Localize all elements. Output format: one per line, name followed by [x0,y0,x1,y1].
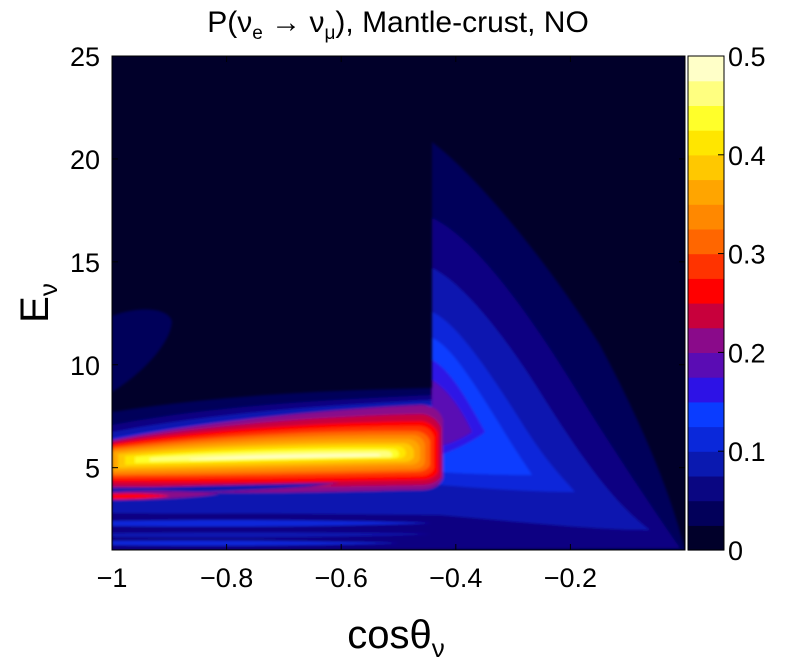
y-tick-label: 10 [70,351,100,381]
contour-fringe-6 [112,540,400,546]
colorbar-tick-label: 0.5 [728,42,766,72]
contour-fringe-3 [112,507,400,514]
colorbar-level [688,352,724,378]
colorbar-level [688,377,724,403]
colorbar-tick-label: 0.2 [728,338,766,368]
contour-fringe-5 [112,532,432,538]
x-tick-label: −0.4 [429,563,482,593]
colorbar-level [688,303,724,329]
y-tick-label: 20 [70,145,100,175]
y-tick-label: 15 [70,248,100,278]
colorbar-level [688,426,724,452]
colorbar-level [688,475,724,502]
x-axis: −1 −0.8 −0.6 −0.4 −0.2 [97,56,597,593]
x-tick-label: −0.6 [315,563,368,593]
y-axis-label: Eν [13,283,63,323]
x-tick-label: −0.2 [544,563,597,593]
colorbar-level [688,130,724,156]
chart-title: P(νe → νμ), Mantle-crust, NO [207,6,589,44]
colorbar-level [688,56,724,82]
contour-fringe-4 [112,519,432,527]
colorbar-level [688,253,724,279]
y-tick-label: 5 [85,454,100,484]
y-axis: 5 10 15 20 25 [70,42,685,484]
y-tick-label: 25 [70,42,100,72]
colorbar-level [688,401,724,428]
colorbar-level [688,80,724,106]
contour-fringe-2 [112,493,170,499]
colorbar-level [688,278,724,304]
colorbar [688,56,724,551]
colorbar-level [688,179,724,205]
colorbar-level [688,327,724,353]
colorbar-ticks: 0 0.1 0.2 0.3 0.4 0.5 [718,42,766,566]
colorbar-level [688,105,724,131]
colorbar-level [688,228,724,255]
colorbar-level [688,204,724,230]
colorbar-tick-label: 0.1 [728,437,766,467]
contour-field [112,142,685,550]
colorbar-tick-label: 0 [728,536,743,566]
colorbar-tick-label: 0.4 [728,141,766,171]
x-tick-label: −0.8 [200,563,253,593]
x-tick-label: −1 [97,563,128,593]
colorbar-level [688,154,724,181]
x-axis-label: cosθν [347,613,445,663]
colorbar-level [688,451,724,477]
colorbar-level [688,525,724,551]
contour-band-11 [190,454,381,460]
colorbar-frame [687,55,725,551]
plot-frame [111,55,686,551]
contour-blob-upper-left [112,309,172,392]
colorbar-level [688,500,724,526]
colorbar-tick-label: 0.3 [728,240,766,270]
